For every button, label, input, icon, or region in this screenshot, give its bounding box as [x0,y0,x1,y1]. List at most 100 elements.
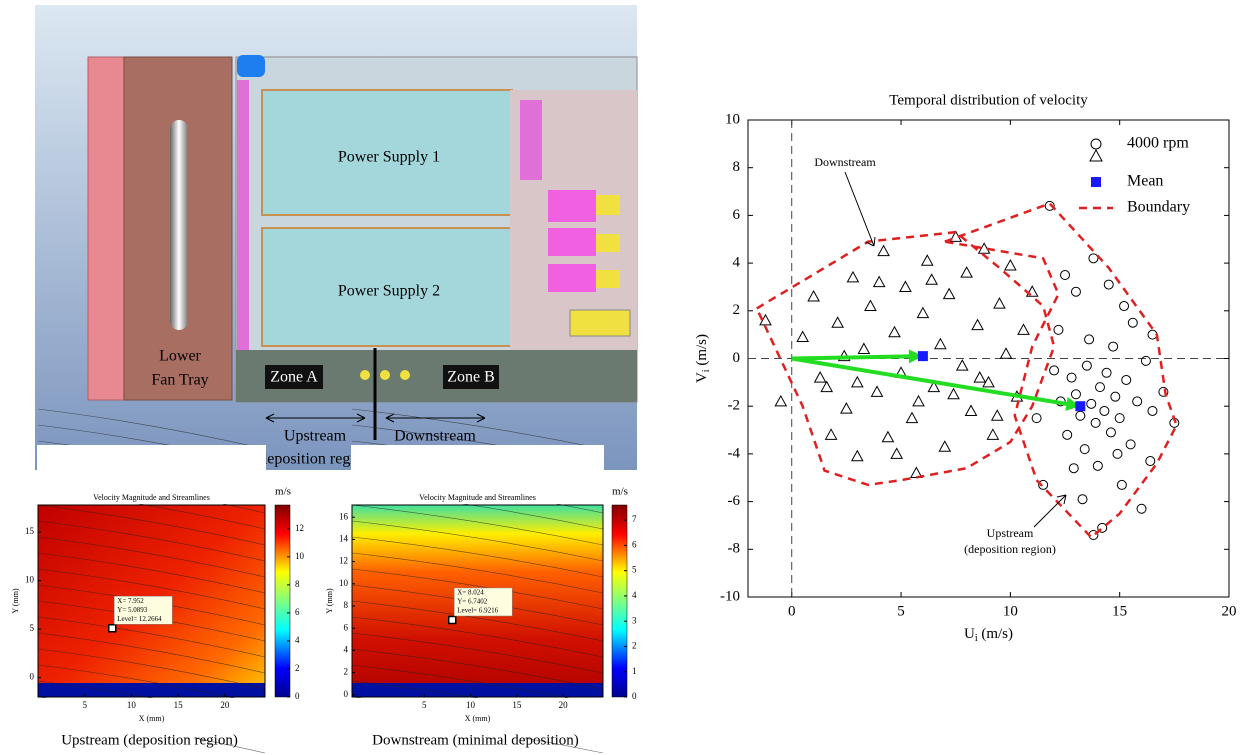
axis-label-unit: (m/s) [694,334,710,369]
y-tick-label: -2 [728,398,741,414]
fan-tray-label: Lower [159,348,201,365]
x-tick-label: 20 [559,700,569,710]
board-part [520,100,542,180]
y-tick-label: -4 [728,445,741,461]
probe-text: Level= 6.9216 [457,607,498,615]
power-supply-2-label: Power Supply 2 [338,283,440,300]
rail [237,80,249,370]
colorbar-tick-label: 3 [632,615,637,625]
y-tick-label: 8 [733,159,741,175]
colorbar-tick-label: 0 [295,691,300,701]
x-tick-label: 20 [220,700,230,710]
y-tick-label: 2 [344,667,349,677]
x-tick-label: 10 [466,700,476,710]
colorbar-tick-label: 2 [632,641,637,651]
colorbar-tick-label: 6 [632,539,637,549]
y-tick-label: 16 [339,511,349,521]
wall [352,683,603,697]
annotation: Upstream [987,526,1034,540]
y-tick-label: 14 [339,533,349,543]
y-tick-label: 5 [30,623,35,633]
chip [548,228,596,256]
colorbar-tick-label: 0 [632,691,637,701]
x-axis-label: X (mm) [139,714,165,723]
colorbar-tick-label: 2 [295,663,300,673]
probe-marker [109,625,116,632]
y-tick-label: 2 [733,302,741,318]
colorbar-tick-label: 1 [632,666,637,676]
probe-text: Level= 12.2664 [117,615,162,623]
colorbar-tick-label: 8 [295,579,300,589]
y-tick-label: 12 [339,556,348,566]
x-tick-label: 5 [897,603,905,619]
caption: Downstream (minimal deposition) [372,732,579,748]
chip [548,190,596,222]
axis-label: Ui (m/s) [964,626,1013,644]
probe [400,370,410,380]
chip [596,195,620,215]
axis-label-unit: (m/s) [978,626,1013,642]
y-tick-label: -6 [728,493,741,509]
colorbar-tick-label: 10 [295,551,305,561]
chart-title: Velocity Magnitude and Streamlines [93,493,210,502]
wall [38,683,265,697]
y-tick-label: 10 [25,575,35,585]
legend-label: 4000 rpm [1127,135,1189,152]
y-tick-label: 15 [25,526,35,536]
x-tick-label: 15 [512,700,522,710]
colorbar-tick-label: 12 [295,523,304,533]
y-axis-label: Y (mm) [11,588,20,614]
y-tick-label: 6 [344,622,349,632]
point [918,351,928,361]
x-tick-label: 0 [788,603,796,619]
annotation: (deposition region) [964,542,1056,556]
zone-b-label: Zone B [447,369,495,386]
y-tick-label: -8 [728,541,741,557]
y-tick-label: 0 [344,689,349,699]
x-tick-label: 5 [422,700,427,710]
probe [360,370,370,380]
colorbar-tick-label: 5 [632,565,637,575]
chip [596,270,620,288]
chip [596,234,620,252]
probe-text: X= 8.024 [457,589,484,597]
x-tick-label: 10 [127,700,137,710]
enclosure-render: Zone A Zone B Power Supply 1 Power Suppl… [35,5,637,470]
point [1075,401,1085,411]
axis-label: Vi (m/s) [694,334,712,383]
legend-swatch [1091,177,1101,187]
x-tick-label: 15 [1112,603,1127,619]
probe-text: Y= 5.0893 [117,606,148,614]
y-tick-label: 0 [30,672,35,682]
fan-tray-label: Fan Tray [151,372,208,389]
colorbar-label: m/s [275,486,291,498]
colorbar-label: m/s [612,486,628,498]
zone-a-label: Zone A [270,369,318,386]
probe [380,370,390,380]
legend-label: Boundary [1127,199,1190,216]
upstream-label: Upstream [284,428,347,445]
y-axis-label: Y (mm) [325,588,334,614]
probe-text: X= 7.952 [117,597,144,605]
axis-label-main: U [964,626,975,642]
y-tick-label: 0 [733,350,741,366]
x-tick-label: 5 [82,700,87,710]
fan-slot [170,120,188,330]
connector [237,55,265,77]
axis-label-main: V [694,372,710,383]
downstream-label: Downstream [394,428,476,445]
x-axis-label: X (mm) [465,714,491,723]
side-panel [88,57,124,400]
annotation: Downstream [814,155,876,169]
colorbar-tick-label: 6 [295,607,300,617]
chart-title: Velocity Magnitude and Streamlines [419,493,536,502]
y-tick-label: -10 [720,588,740,604]
power-supply-1-label: Power Supply 1 [338,149,440,166]
colorbar-tick-label: 4 [295,635,300,645]
caption: Upstream (deposition region) [61,732,238,748]
y-tick-label: 6 [733,207,741,223]
colorbar [612,505,627,697]
probe-text: Y= 6.7402 [457,598,488,606]
y-tick-label: 8 [344,600,349,610]
colorbar-tick-label: 4 [632,590,637,600]
